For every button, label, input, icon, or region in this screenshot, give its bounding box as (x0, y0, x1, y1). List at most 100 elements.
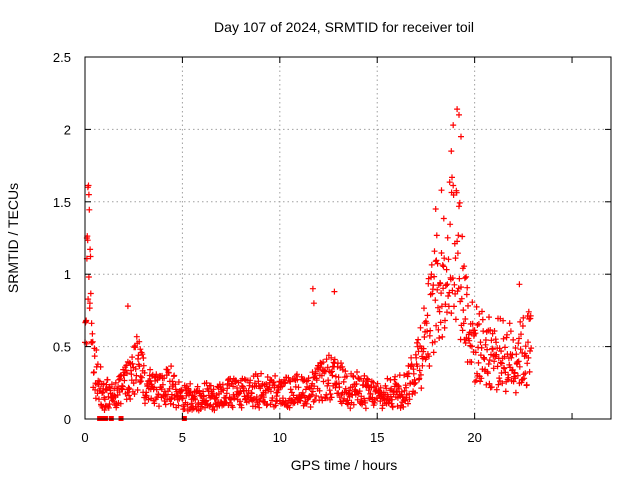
data-point (156, 403, 162, 410)
data-point (460, 307, 467, 314)
data-point (121, 377, 128, 384)
data-point (482, 337, 489, 343)
data-point (525, 354, 532, 361)
data-point (126, 385, 133, 392)
data-point (158, 386, 165, 393)
data-point (469, 299, 476, 306)
data-point (392, 373, 399, 380)
data-point (526, 368, 533, 375)
data-point (361, 372, 368, 379)
data-point (418, 385, 425, 392)
data-point (342, 368, 349, 375)
data-point (408, 354, 415, 361)
y-tick-label: 2 (64, 122, 71, 137)
data-point (320, 378, 327, 385)
data-point (220, 387, 227, 394)
data-point (458, 284, 464, 291)
data-point (515, 340, 522, 347)
data-point (438, 303, 445, 310)
data-point (316, 387, 323, 394)
data-point (166, 385, 173, 392)
data-point (498, 348, 505, 355)
data-point (324, 364, 331, 371)
data-point (106, 401, 113, 408)
data-point (487, 327, 494, 333)
data-point (432, 297, 439, 304)
data-point (85, 296, 92, 303)
data-point (210, 386, 217, 393)
data-point (460, 320, 467, 327)
data-point (127, 396, 134, 402)
data-point (219, 381, 226, 388)
data-point (229, 404, 236, 411)
data-point (184, 401, 191, 408)
data-point (356, 388, 363, 395)
data-point (230, 383, 237, 390)
data-point (446, 179, 453, 186)
data-point (443, 266, 450, 273)
data-point (450, 192, 457, 198)
data-point (161, 375, 168, 382)
data-point (495, 381, 502, 388)
data-point (138, 374, 145, 381)
data-point (136, 379, 143, 385)
data-point (384, 375, 391, 382)
data-point (423, 320, 430, 327)
data-point (521, 375, 528, 382)
data-point (431, 273, 438, 280)
data-point (328, 394, 335, 401)
data-point (294, 376, 301, 383)
data-point (327, 369, 334, 376)
data-point (253, 394, 260, 400)
data-point (168, 391, 175, 398)
data-point (435, 326, 442, 333)
data-point (247, 377, 254, 384)
data-point (147, 366, 154, 373)
data-point (207, 382, 214, 389)
x-tick-label: 5 (179, 430, 186, 445)
data-point (433, 232, 440, 239)
data-point (442, 301, 449, 308)
data-point (481, 356, 488, 363)
data-point (269, 395, 276, 401)
data-point (489, 346, 496, 353)
y-tick-label: 1 (64, 267, 71, 282)
data-point (99, 390, 106, 397)
data-point (416, 375, 423, 382)
data-point (140, 355, 147, 361)
data-point (450, 182, 457, 189)
data-point (124, 370, 131, 377)
data-point (163, 391, 169, 398)
data-point (406, 396, 413, 403)
data-point (445, 303, 452, 310)
data-point (419, 362, 426, 369)
data-point (128, 371, 135, 378)
data-point (525, 308, 532, 315)
data-point (524, 360, 531, 367)
data-point (445, 256, 452, 263)
data-point (362, 399, 369, 406)
data-point (365, 387, 372, 394)
data-point (162, 392, 169, 399)
data-point (429, 290, 436, 297)
data-point (496, 375, 503, 382)
data-point (400, 403, 407, 410)
data-point (486, 357, 493, 364)
data-point (441, 324, 448, 331)
data-point (276, 397, 283, 404)
data-point (415, 336, 422, 343)
data-point (453, 189, 460, 196)
data-point (101, 396, 108, 403)
data-point (438, 290, 445, 297)
data-point (129, 360, 136, 367)
data-point (103, 381, 110, 388)
data-point (377, 384, 384, 391)
data-point (138, 378, 145, 385)
data-point (308, 391, 315, 398)
data-point (451, 303, 457, 310)
data-point (318, 372, 325, 379)
data-point (267, 388, 274, 395)
data-point (472, 330, 479, 337)
data-point (478, 375, 485, 382)
data-point (417, 371, 424, 378)
